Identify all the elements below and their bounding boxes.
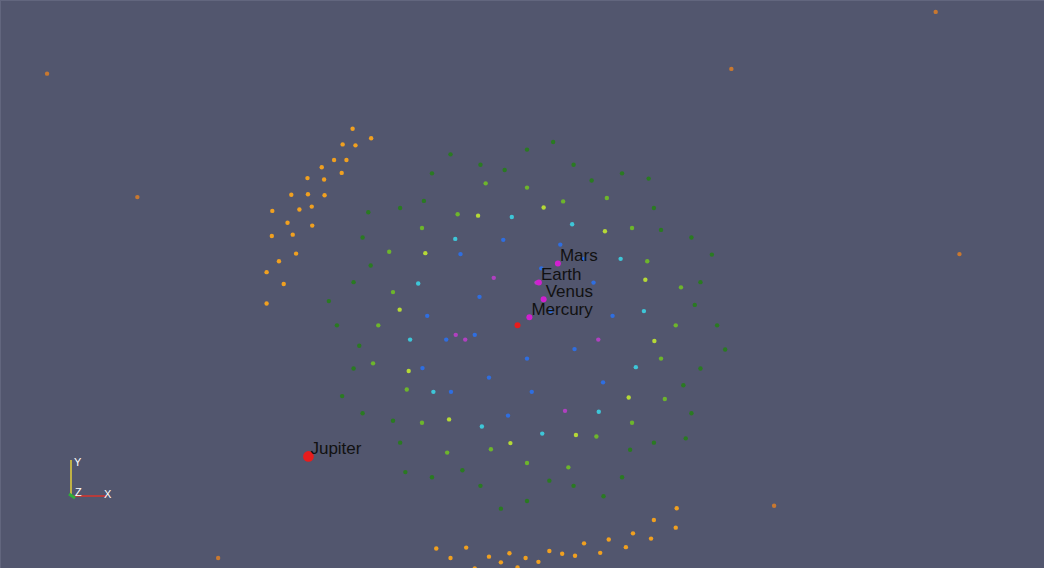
svg-text:Y: Y: [74, 456, 82, 468]
svg-text:Jupiter: Jupiter: [310, 439, 361, 458]
svg-text:Z: Z: [75, 486, 82, 498]
svg-text:Venus: Venus: [546, 282, 593, 301]
svg-text:Earth: Earth: [541, 265, 582, 284]
svg-text:Mars: Mars: [560, 246, 598, 265]
svg-text:X: X: [104, 488, 112, 500]
svg-text:Mercury: Mercury: [531, 300, 593, 319]
